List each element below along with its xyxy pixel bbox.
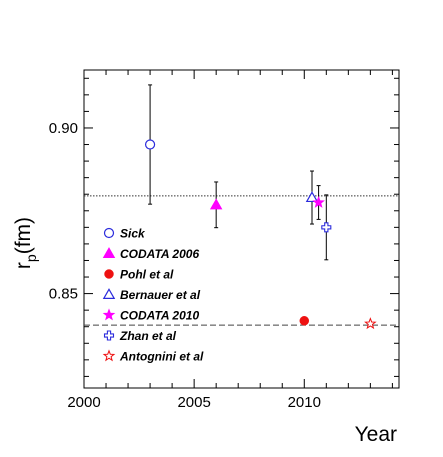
legend-label-bernauer-et-al: Bernauer et al <box>120 288 201 302</box>
legend-marker-codata-2010 <box>102 308 116 321</box>
legend-label-codata-2006: CODATA 2006 <box>120 247 199 261</box>
data-point-pohl-et-al <box>299 316 310 326</box>
x-tick-label: 2000 <box>67 394 100 411</box>
x-tick-label: 2010 <box>288 394 321 411</box>
y-axis-symbol: r <box>12 262 35 269</box>
legend-label-pohl-et-al: Pohl et al <box>120 268 174 282</box>
y-axis-unit: (fm) <box>12 217 35 254</box>
data-point-codata-2010 <box>312 195 325 208</box>
legend-label-antognini-et-al: Antognini et al <box>119 350 204 364</box>
y-axis-title: rp(fm) <box>12 217 39 269</box>
data-point-bernauer-et-al <box>305 191 319 203</box>
y-tick-label: 0.85 <box>49 286 78 303</box>
plot-frame <box>83 69 400 389</box>
legend-marker-bernauer-et-al <box>102 288 116 299</box>
legend-marker-sick <box>103 227 115 239</box>
data-point-codata-2006 <box>209 198 223 210</box>
legend-label-codata-2010: CODATA 2010 <box>120 309 199 323</box>
data-point-sick <box>144 139 156 150</box>
legend-label-zhan-et-al: Zhan et al <box>119 329 177 343</box>
legend-marker-antognini-et-al <box>102 349 116 362</box>
y-tick-label: 0.90 <box>49 120 78 137</box>
legend-marker-pohl-et-al <box>104 269 114 279</box>
x-tick-label: 2005 <box>177 394 210 411</box>
y-axis-subscript: p <box>23 254 39 262</box>
legend-marker-codata-2006 <box>102 247 116 258</box>
legend-label-sick: Sick <box>120 227 146 241</box>
data-point-zhan-et-al <box>321 222 332 233</box>
legend-marker-zhan-et-al <box>103 330 115 341</box>
x-axis-title: Year <box>355 423 397 446</box>
data-point-antognini-et-al <box>364 317 377 330</box>
